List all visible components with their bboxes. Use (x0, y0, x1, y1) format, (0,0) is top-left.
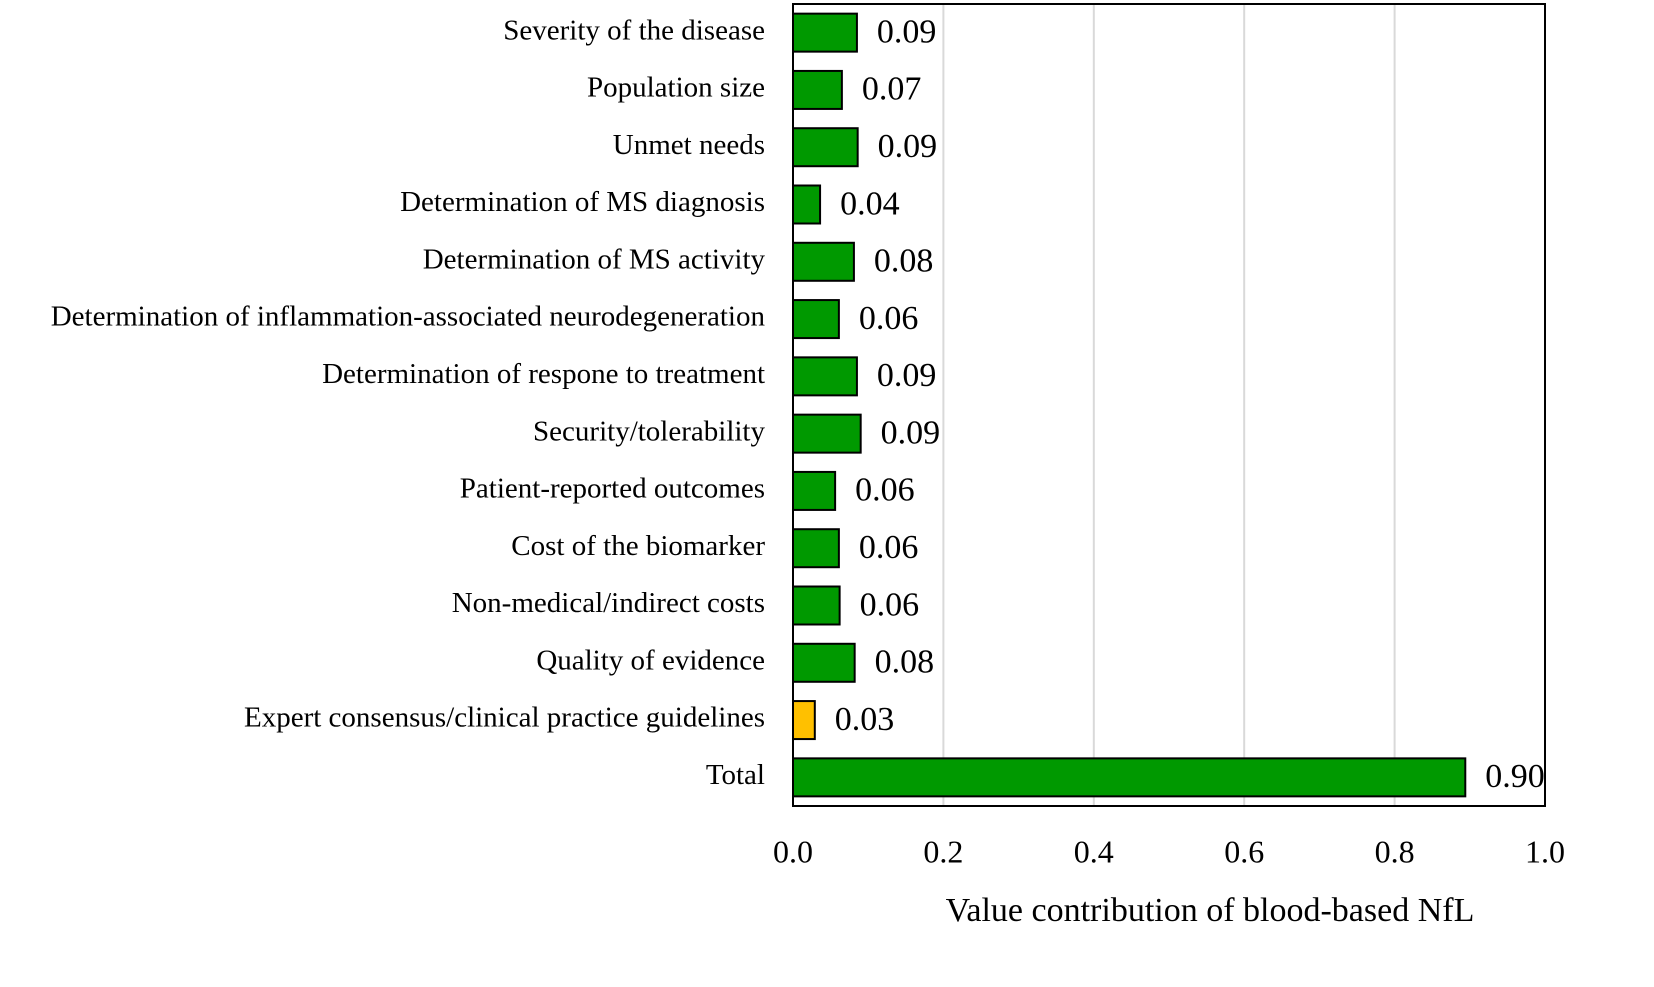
x-tick-label: 0.4 (1074, 833, 1114, 869)
data-label: 0.04 (840, 185, 900, 222)
bar (792, 12, 858, 53)
data-label: 0.90 (1485, 758, 1545, 795)
bar (792, 528, 840, 569)
data-label: 0.09 (878, 128, 938, 165)
data-label: 0.08 (874, 243, 934, 280)
y-tick-label: Determination of MS diagnosis (400, 186, 765, 218)
x-tick-label: 0.8 (1375, 833, 1415, 869)
x-tick-label: 1.0 (1525, 833, 1565, 869)
data-label: 0.07 (862, 71, 922, 108)
bar (792, 241, 855, 282)
y-tick-label: Population size (587, 72, 765, 104)
y-tick-label: Total (706, 759, 765, 791)
bar (792, 356, 858, 397)
data-label: 0.06 (859, 300, 919, 337)
data-label: 0.06 (859, 529, 919, 566)
bar (792, 184, 822, 225)
y-tick-label: Unmet needs (613, 129, 765, 161)
bar (792, 470, 837, 511)
y-tick-label: Cost of the biomarker (511, 530, 765, 562)
x-tick-label: 0.2 (923, 833, 963, 869)
y-tick-label: Quality of evidence (536, 644, 765, 676)
y-tick-label: Patient-reported outcomes (460, 473, 765, 505)
y-tick-label: Expert consensus/clinical practice guide… (244, 702, 765, 734)
y-tick-label: Determination of respone to treatment (322, 358, 765, 390)
plot-frame (792, 3, 1546, 807)
data-label: 0.09 (877, 357, 937, 394)
y-tick-label: Determination of MS activity (423, 243, 766, 275)
data-label: 0.09 (877, 13, 937, 50)
x-tick-label: 0.0 (773, 833, 813, 869)
y-tick-label: Security/tolerability (533, 415, 765, 447)
y-tick-label: Non-medical/indirect costs (452, 587, 765, 619)
x-axis-label: Value contribution of blood-based NfL (946, 892, 1475, 929)
bar (792, 700, 816, 741)
data-label: 0.09 (881, 414, 941, 451)
data-label: 0.06 (855, 472, 915, 509)
bar (792, 757, 1467, 798)
bar (792, 69, 843, 110)
data-label: 0.08 (875, 644, 935, 681)
bar (792, 642, 856, 683)
y-tick-label: Determination of inflammation-associated… (51, 301, 766, 333)
bar (792, 299, 840, 340)
bar (792, 585, 841, 626)
bar (792, 413, 862, 454)
x-tick-label: 0.6 (1224, 833, 1264, 869)
y-tick-label: Severity of the disease (503, 14, 765, 46)
data-label: 0.03 (835, 701, 895, 738)
data-label: 0.06 (860, 586, 920, 623)
bar (792, 127, 859, 168)
